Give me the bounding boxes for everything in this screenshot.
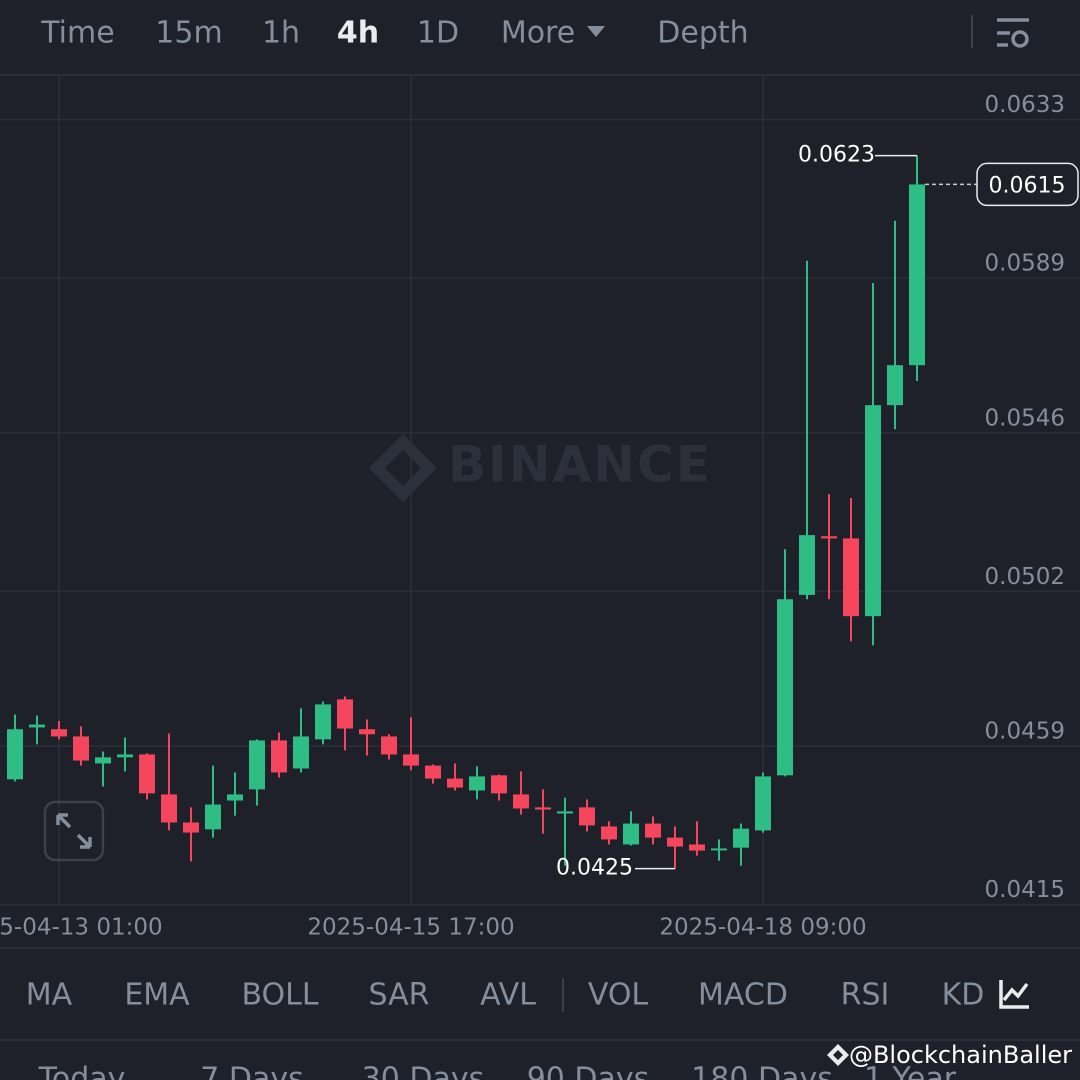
period-tab[interactable]: Today: [38, 1062, 126, 1080]
candle-body: [337, 699, 353, 729]
indicator-tab[interactable]: RSI: [841, 978, 890, 1013]
y-tick-label: 0.0546: [985, 405, 1065, 431]
candle-body: [139, 754, 155, 794]
candle-body: [161, 794, 177, 823]
candle-body: [557, 811, 573, 814]
candle-body: [865, 405, 881, 617]
candle-body: [425, 765, 441, 779]
candle-body: [7, 729, 23, 780]
candle-body: [447, 778, 463, 788]
candle-body: [579, 807, 595, 826]
tab[interactable]: More: [501, 16, 575, 51]
candle-body: [73, 736, 89, 761]
candle-body: [909, 184, 925, 366]
candle-body: [601, 826, 617, 840]
period-tab[interactable]: 180 Days: [691, 1062, 833, 1080]
expand-button[interactable]: [43, 800, 105, 862]
tab[interactable]: 4h: [337, 16, 379, 51]
low-marker-label: 0.0425: [556, 856, 633, 881]
candle-body: [403, 754, 419, 766]
candle-body: [227, 794, 243, 801]
y-tick-label: 0.0589: [985, 251, 1065, 277]
candle-body: [271, 740, 287, 773]
y-tick-label: 0.0633: [985, 92, 1065, 118]
tab[interactable]: Depth: [657, 16, 748, 51]
candle-body: [535, 807, 551, 810]
candle-body: [733, 828, 749, 848]
indicator-tab[interactable]: AVL: [480, 978, 536, 1013]
candle-body: [315, 704, 331, 740]
candle-body: [205, 804, 221, 830]
candle-body: [887, 365, 903, 406]
candle-body: [51, 729, 67, 737]
candle-body: [623, 823, 639, 845]
dropdown-arrow: [587, 26, 605, 37]
candle-body: [29, 724, 45, 728]
candle-body: [249, 740, 265, 790]
candle-body: [513, 794, 529, 809]
period-tab[interactable]: 90 Days: [527, 1062, 650, 1080]
candle-body: [645, 823, 661, 838]
candle-body: [117, 754, 133, 758]
candle-body: [843, 538, 859, 617]
last-price-box: [976, 162, 1079, 207]
indicator-tab[interactable]: MA: [26, 978, 73, 1013]
candle-body: [469, 776, 485, 791]
candle-body: [821, 536, 837, 539]
y-tick-label: 0.0415: [985, 877, 1065, 903]
indicator-tab[interactable]: BOLL: [241, 978, 318, 1013]
candle-body: [491, 775, 507, 794]
indicator-tab[interactable]: MACD: [698, 978, 788, 1013]
tab[interactable]: 15m: [155, 16, 222, 51]
candle-body: [799, 535, 815, 595]
candle-body: [689, 844, 705, 851]
candle-body: [667, 837, 683, 847]
candle-body: [777, 599, 793, 776]
period-tab[interactable]: 30 Days: [362, 1062, 485, 1080]
candle-body: [293, 736, 309, 769]
indicator-icon[interactable]: [999, 980, 1029, 1009]
y-tick-label: 0.0459: [985, 719, 1065, 745]
candle-body: [711, 848, 727, 851]
candle-body: [381, 736, 397, 755]
x-tick-label: 2025-04-18 09:00: [659, 915, 866, 941]
y-tick-label: 0.0502: [985, 564, 1065, 590]
period-tab[interactable]: 1 Year: [864, 1062, 957, 1080]
settings-icon[interactable]: [997, 18, 1029, 48]
candle-body: [359, 729, 375, 735]
watermark: BINANCE: [369, 434, 712, 502]
indicator-tab[interactable]: EMA: [124, 978, 190, 1013]
tab[interactable]: Time: [40, 16, 114, 51]
tab[interactable]: 1h: [262, 16, 300, 51]
indicator-tab[interactable]: SAR: [369, 978, 430, 1013]
last-price-label: 0.0615: [989, 173, 1066, 198]
candle-body: [755, 776, 771, 831]
indicator-tab[interactable]: KD: [942, 978, 985, 1013]
x-tick-label: 2025-04-15 17:00: [307, 915, 514, 941]
watermark-text: BINANCE: [448, 436, 712, 494]
candle-body: [95, 757, 111, 764]
x-tick-label: 2025-04-13 01:00: [0, 915, 163, 941]
candle-body: [183, 822, 199, 833]
high-marker-label: 0.0623: [798, 143, 875, 168]
credit: @BlockchainBaller: [827, 1041, 1072, 1069]
indicator-tab[interactable]: VOL: [588, 978, 649, 1013]
period-tab[interactable]: 7 Days: [200, 1062, 304, 1080]
tab[interactable]: 1D: [417, 16, 459, 51]
credit-text: @BlockchainBaller: [849, 1041, 1072, 1069]
